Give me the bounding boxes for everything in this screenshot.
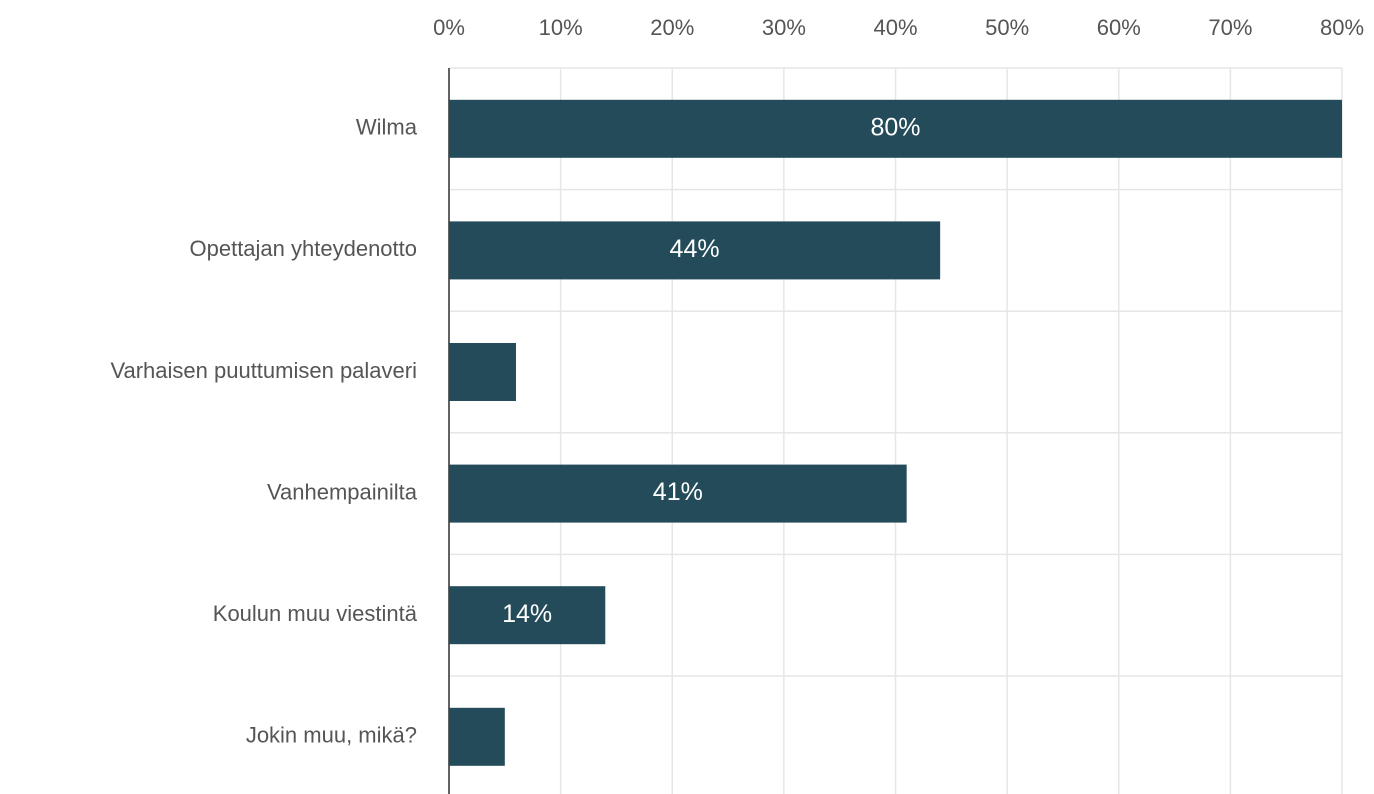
- y-tick-label: Opettajan yhteydenotto: [190, 236, 418, 261]
- y-tick-label: Jokin muu, mikä?: [246, 723, 417, 748]
- x-tick-label: 50%: [985, 15, 1029, 40]
- x-tick-label: 70%: [1208, 15, 1252, 40]
- x-tick-label: 30%: [762, 15, 806, 40]
- data-label: 80%: [870, 113, 920, 141]
- bar: [449, 343, 516, 401]
- bar: [449, 99, 1342, 158]
- x-tick-label: 60%: [1097, 15, 1141, 40]
- y-tick-label: Wilma: [356, 115, 418, 140]
- bar: [449, 586, 606, 645]
- y-tick-label: Koulun muu viestintä: [213, 601, 418, 626]
- y-tick-label: Vanhempainilta: [267, 479, 418, 504]
- x-tick-label: 20%: [650, 15, 694, 40]
- data-label: 41%: [653, 478, 703, 506]
- x-tick-label: 40%: [873, 15, 917, 40]
- x-tick-label: 0%: [433, 15, 465, 40]
- x-tick-label: 10%: [539, 15, 583, 40]
- x-tick-label: 80%: [1320, 15, 1364, 40]
- y-tick-label: Varhaisen puuttumisen palaveri: [110, 358, 417, 383]
- bar: [449, 707, 505, 766]
- data-label: 14%: [502, 600, 552, 628]
- bar: [449, 464, 907, 523]
- data-label: 44%: [670, 235, 720, 263]
- bar: [449, 221, 941, 280]
